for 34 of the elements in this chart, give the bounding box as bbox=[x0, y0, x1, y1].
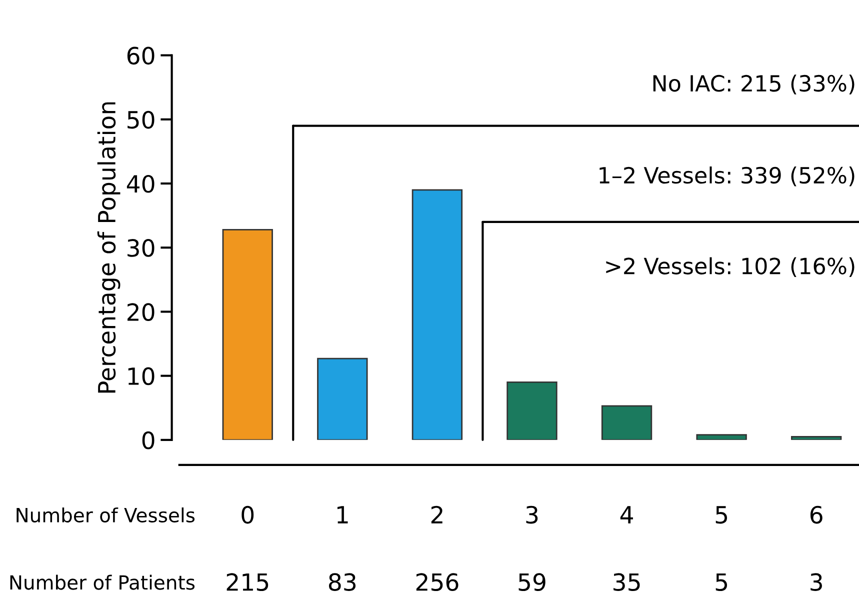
text: 59 bbox=[518, 573, 546, 592]
x-tick-label: 4 bbox=[620, 506, 633, 524]
x-axis-title: Number of Vessels bbox=[16, 507, 195, 522]
bar bbox=[412, 189, 463, 440]
text: 256 bbox=[416, 573, 458, 592]
y-tick-label: 50 bbox=[128, 110, 154, 129]
bar bbox=[791, 436, 842, 440]
y-axis-title: Percentage of Population bbox=[97, 102, 120, 393]
y-tick-label: 20 bbox=[128, 303, 154, 322]
x-tick-label: 0 bbox=[242, 506, 254, 524]
text: 5 bbox=[716, 573, 728, 592]
y-tick-label: 30 bbox=[128, 239, 154, 257]
x-tick-label: 2 bbox=[431, 506, 442, 524]
x-tick-label: 1 bbox=[337, 506, 348, 524]
x-tick-label: 6 bbox=[810, 506, 822, 524]
y-tick-label: 0 bbox=[142, 431, 154, 450]
text: 3 bbox=[810, 573, 822, 592]
bar bbox=[601, 405, 652, 440]
bar bbox=[317, 358, 368, 440]
annotation: No IAC: 215 (33%) bbox=[653, 74, 854, 94]
text: 215 bbox=[226, 573, 268, 592]
text: 35 bbox=[614, 573, 640, 592]
y-tick-label: 60 bbox=[127, 46, 154, 65]
annotation: >2 Vessels: 102 (16%) bbox=[606, 257, 854, 278]
text: 83 bbox=[328, 573, 356, 592]
text: Number of Patients bbox=[10, 574, 195, 590]
bar bbox=[222, 228, 273, 440]
annotation: 1–2 Vessels: 339 (52%) bbox=[600, 166, 854, 186]
x-tick-label: 5 bbox=[716, 506, 728, 524]
y-tick-label: 40 bbox=[126, 174, 154, 193]
y-tick-label: 10 bbox=[128, 367, 154, 386]
bar bbox=[506, 382, 558, 440]
bar bbox=[696, 434, 747, 440]
x-tick-label: 3 bbox=[526, 506, 538, 524]
